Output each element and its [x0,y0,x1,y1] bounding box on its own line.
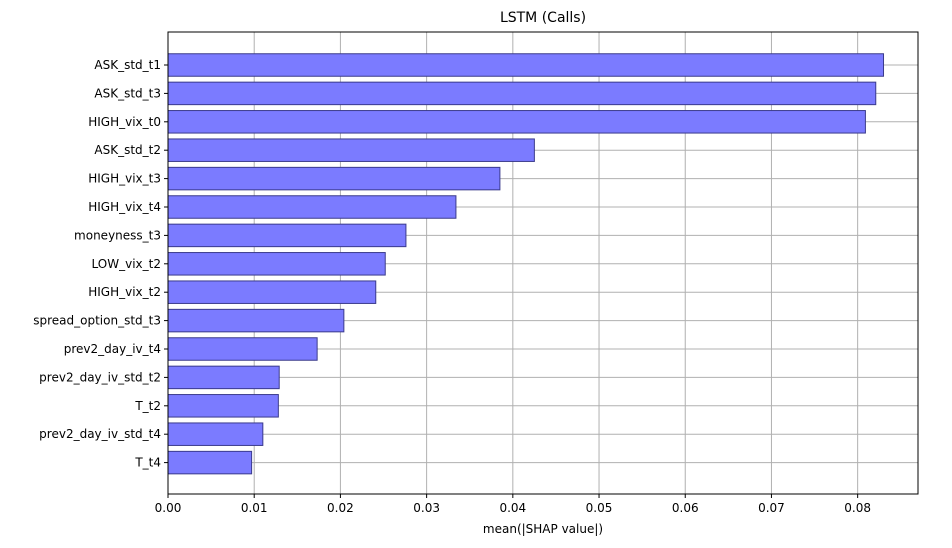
y-tick-label: HIGH_vix_t3 [88,172,161,186]
x-tick-label: 0.03 [413,501,440,515]
y-tick-label: prev2_day_iv_t4 [64,342,161,356]
bar [167,308,345,333]
x-tick-label: 0.02 [327,501,354,515]
bar [167,166,501,191]
plot-frame [167,31,919,495]
bar [167,450,253,475]
bar [167,337,318,361]
y-tick-label: prev2_day_iv_std_t4 [39,427,161,441]
x-tick-label: 0.05 [586,501,613,515]
bar [167,280,377,304]
chart-title: LSTM (Calls) [500,10,586,26]
bar [167,252,386,276]
x-tick-label: 0.00 [155,501,182,515]
bar [167,138,535,162]
bar [167,195,457,219]
x-tick-label: 0.08 [844,501,871,515]
bar [167,81,877,106]
bar [167,394,279,418]
y-tick-label: ASK_std_t1 [94,58,161,72]
y-tick-label: moneyness_t3 [74,228,161,242]
x-tick-label: 0.04 [499,501,526,515]
x-tick-label: 0.01 [241,501,268,515]
ticks: 0.00 0.01 0.02 0.03 0.04 0.05 0.06 0.07 0.08 ASK_… [33,58,871,515]
bar [167,53,885,77]
y-tick-label: ASK_std_t2 [94,143,161,157]
x-tick-label: 0.07 [758,501,785,515]
x-axis-label: mean(|SHAP value|) [483,522,603,536]
y-tick-label: T_t2 [134,399,161,413]
y-tick-label: HIGH_vix_t4 [88,200,161,214]
bars [167,53,885,475]
y-tick-label: HIGH_vix_t2 [88,285,161,299]
bar [167,223,407,248]
y-tick-label: prev2_day_iv_std_t2 [39,370,161,384]
y-tick-label: T_t4 [134,456,161,470]
y-tick-label: HIGH_vix_t0 [88,115,161,129]
y-tick-label: spread_option_std_t3 [33,314,161,328]
y-tick-label: ASK_std_t3 [94,86,161,100]
y-tick-label: LOW_vix_t2 [92,257,161,271]
bar [167,110,866,134]
bar [167,365,280,390]
x-tick-label: 0.06 [672,501,699,515]
bar [167,422,264,446]
